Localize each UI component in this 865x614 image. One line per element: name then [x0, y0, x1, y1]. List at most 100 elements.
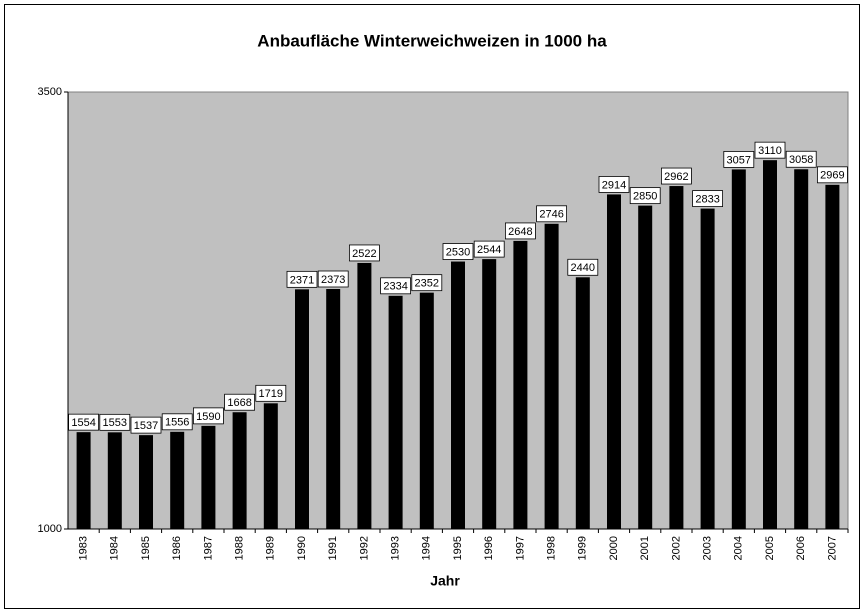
value-label: 3110: [758, 145, 782, 157]
value-label: 2530: [446, 246, 470, 258]
value-label-box: [723, 151, 755, 168]
x-tick-label: 1986: [171, 536, 183, 560]
value-label: 1668: [227, 397, 251, 409]
value-label-box: [99, 413, 131, 431]
bar: [263, 403, 278, 529]
x-tick-label: 1990: [296, 536, 308, 560]
value-label-box: [754, 141, 786, 159]
value-label-box: [567, 258, 599, 276]
value-label: 2371: [290, 274, 314, 286]
value-label: 2544: [477, 244, 501, 256]
value-label: 1556: [165, 417, 189, 429]
value-label-box: [130, 416, 162, 434]
x-tick-label: 2005: [764, 536, 776, 560]
bar: [201, 425, 216, 529]
value-label-box: [785, 150, 817, 168]
value-label: 2373: [321, 274, 345, 286]
value-label: 2969: [820, 170, 844, 182]
value-label-box: [68, 413, 99, 431]
x-tick-label: 1985: [140, 536, 152, 560]
value-label-box: [504, 222, 536, 240]
value-label-box: [317, 270, 349, 288]
bar: [107, 432, 122, 529]
value-label-box: [224, 393, 256, 411]
x-tick-label: 1988: [234, 536, 246, 560]
x-tick-label: 1992: [358, 536, 370, 560]
value-label-box: [598, 176, 630, 193]
x-tick-label: 2004: [733, 536, 745, 560]
value-label-box: [661, 167, 692, 185]
value-label-box: [380, 277, 412, 295]
bar: [388, 295, 403, 529]
value-label: 2914: [602, 179, 626, 191]
y-tick-label: 1000: [38, 523, 62, 535]
value-label-box: [692, 190, 723, 207]
value-label-box: [286, 270, 318, 288]
bar: [76, 432, 91, 529]
value-label: 2334: [383, 281, 407, 293]
bar: [794, 169, 809, 529]
bar: [419, 292, 434, 529]
x-tick-label: 1995: [452, 536, 464, 560]
bar: [763, 160, 777, 529]
value-label-box: [255, 384, 287, 402]
bar: [451, 261, 465, 529]
x-tick-label: 1999: [577, 536, 589, 560]
bar: [575, 277, 590, 529]
x-tick-label: 2001: [639, 536, 651, 560]
value-label-box: [817, 166, 848, 184]
value-label: 2648: [508, 226, 532, 238]
x-tick-label: 1996: [483, 536, 495, 560]
bar: [513, 240, 528, 529]
value-label: 2746: [539, 209, 563, 221]
value-label: 2962: [664, 171, 688, 183]
x-tick-label: 1993: [390, 536, 402, 560]
bar: [700, 208, 715, 529]
x-tick-label: 2007: [826, 536, 838, 560]
value-label-box: [411, 274, 443, 292]
bar: [232, 412, 247, 529]
value-label: 2522: [352, 248, 376, 260]
bar: [139, 435, 153, 529]
value-label: 3058: [789, 154, 813, 166]
x-axis-title: Jahr: [430, 573, 460, 589]
value-label: 1590: [196, 411, 220, 423]
chart-title: Anbaufläche Winterweichweizen in 1000 ha: [257, 31, 607, 50]
bar: [731, 169, 746, 529]
x-tick-label: 1984: [109, 536, 121, 560]
value-label: 2440: [571, 262, 595, 274]
x-tick-label: 2000: [608, 536, 620, 560]
x-tick-label: 1994: [421, 536, 433, 560]
y-tick-label: 3500: [38, 86, 62, 98]
bar: [544, 223, 559, 529]
value-label-box: [161, 413, 193, 431]
bar: [638, 205, 653, 529]
bar: [170, 431, 185, 529]
x-tick-label: 1987: [202, 536, 214, 560]
x-tick-label: 2006: [795, 536, 807, 560]
x-tick-label: 1989: [265, 536, 277, 560]
value-label: 1537: [134, 420, 158, 432]
bar: [482, 259, 497, 529]
bar: [326, 288, 341, 529]
bar: [825, 184, 840, 530]
value-label: 3057: [727, 154, 751, 166]
value-label: 2850: [633, 191, 657, 203]
bar: [295, 289, 309, 529]
value-label-box: [192, 407, 224, 425]
value-label-box: [629, 187, 661, 205]
value-label: 2352: [415, 278, 439, 290]
x-tick-label: 1983: [78, 536, 90, 560]
value-label-box: [442, 243, 474, 260]
value-label-box: [536, 205, 567, 223]
value-label-box: [473, 240, 505, 258]
value-label: 1554: [71, 417, 95, 429]
value-label: 2833: [695, 193, 719, 205]
x-tick-label: 2002: [670, 536, 682, 560]
x-tick-label: 1997: [514, 536, 526, 560]
x-tick-label: 2003: [702, 536, 714, 560]
bar: [607, 194, 621, 529]
x-tick-label: 1998: [546, 536, 558, 560]
x-tick-label: 1991: [327, 536, 339, 560]
value-label-box: [348, 244, 380, 262]
